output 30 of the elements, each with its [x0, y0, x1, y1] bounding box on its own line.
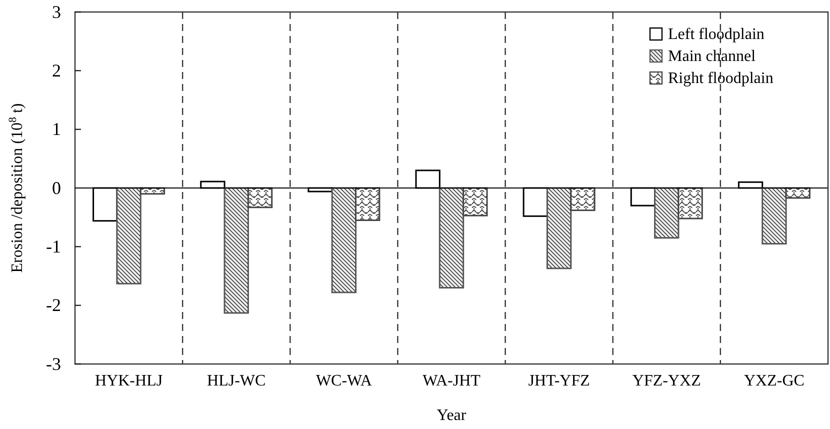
x-tick-label: YFZ-YXZ — [632, 372, 701, 390]
bar — [438, 187, 464, 288]
legend-label: Main channel — [668, 48, 756, 65]
bar — [331, 187, 357, 294]
bar — [678, 187, 703, 220]
bar — [654, 187, 680, 239]
x-tick-label: HLJ-WC — [207, 372, 266, 390]
bar — [546, 187, 572, 270]
y-tick-label: -1 — [46, 236, 61, 256]
x-tick-label: YXZ-GC — [744, 372, 804, 390]
legend-label: Left floodplain — [668, 26, 764, 43]
bar — [116, 187, 142, 284]
x-axis-title: Year — [436, 407, 467, 424]
y-tick-label: 1 — [52, 119, 61, 140]
x-tick-label: HYK-HLJ — [95, 372, 163, 390]
y-tick-label: 2 — [52, 60, 61, 80]
bar — [224, 187, 249, 314]
legend-label: Right floodplain — [668, 70, 774, 87]
x-tick-label: WC-WA — [316, 372, 372, 390]
bar — [355, 187, 380, 222]
y-tick-label: -2 — [46, 295, 61, 316]
y-tick-label: -3 — [46, 354, 61, 374]
y-tick-label: 3 — [52, 2, 61, 22]
x-tick-label: WA-JHT — [422, 372, 481, 390]
x-tick-label: JHT-YFZ — [528, 372, 590, 390]
bar — [247, 187, 273, 208]
bar — [462, 187, 488, 216]
bar — [570, 187, 596, 212]
y-tick-label: 0 — [52, 178, 61, 198]
bar — [762, 187, 787, 244]
